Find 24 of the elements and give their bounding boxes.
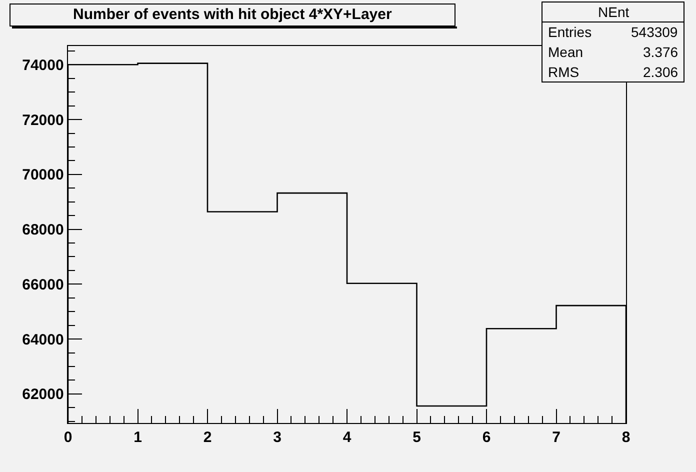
annotation: Mean [548,44,584,60]
y-tick-label: 68000 [22,222,64,239]
x-tick-label: 0 [64,429,72,446]
y-tick-label: 64000 [22,331,64,348]
y-tick-label: 72000 [22,112,64,129]
annotation: RMS [548,64,580,80]
text: 2.306 [643,64,678,80]
x-tick-label: 6 [482,429,491,446]
x-tick-label: 3 [273,429,282,446]
x-tick-label: 4 [342,429,352,446]
text: Entries [548,24,592,40]
text: NEnt [598,4,630,20]
y-tick-label: 70000 [22,166,64,184]
x-tick-label: 1 [134,429,142,446]
y-tick-label: 62000 [22,386,64,404]
y-tick-label: 74000 [22,56,64,74]
chart-title: Number of events with hit object 4*XY+Layer [73,6,392,23]
x-tick-label: 8 [622,429,630,446]
text: 3.376 [643,44,678,60]
x-tick-label: 2 [203,429,212,446]
x-tick-label: 5 [412,429,421,446]
text: 543309 [631,24,678,40]
y-tick-label: 66000 [22,276,64,294]
x-tick-label: 7 [552,429,560,446]
